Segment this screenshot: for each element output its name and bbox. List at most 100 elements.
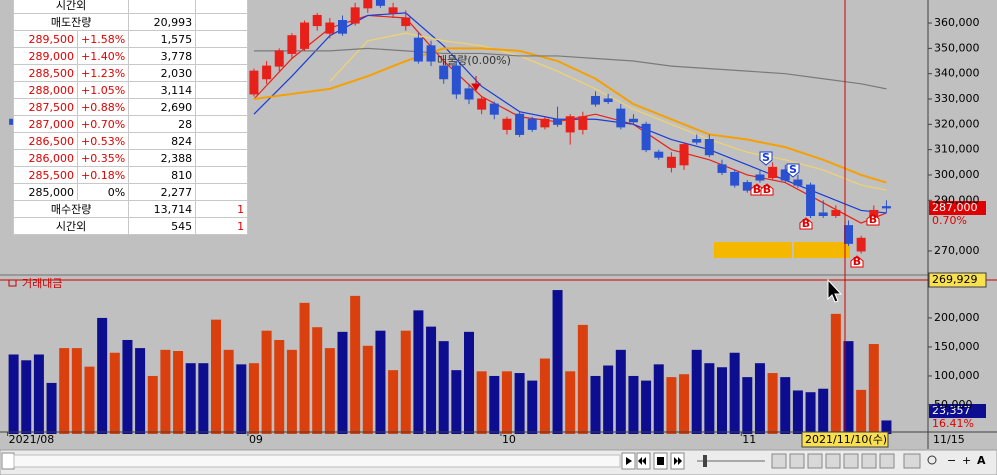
volume-bar <box>628 375 639 434</box>
candle-body <box>704 139 714 156</box>
scroll-left[interactable] <box>1 452 15 470</box>
volume-bar <box>679 374 690 434</box>
volume-bar <box>147 375 158 434</box>
toolbar-button[interactable]: A <box>977 454 986 467</box>
scrollbar[interactable] <box>13 454 621 468</box>
volume-bar <box>641 380 652 434</box>
candle-body <box>413 37 423 62</box>
order-book-cell <box>195 166 249 184</box>
order-book-row: 289,000 +1.40% 3,778 <box>13 47 249 65</box>
x-tick-label: 11 <box>742 433 756 446</box>
y-tick-label: 350,000 <box>934 41 980 54</box>
order-book-cell: 시간외 <box>12 0 130 14</box>
volume-bar <box>438 341 449 434</box>
tool-btn[interactable] <box>807 453 823 469</box>
tool-btn[interactable] <box>903 453 921 469</box>
order-book-row: 시간외 545 1 <box>12 217 249 235</box>
arrow <box>471 76 481 91</box>
volume-bar <box>805 392 816 434</box>
candle-body <box>818 212 828 216</box>
volume-title: 거래대금 <box>22 277 62 290</box>
volume-bar <box>274 339 285 434</box>
moving-average <box>253 47 887 184</box>
moving-average <box>253 12 887 214</box>
candle-body <box>426 45 436 62</box>
order-book-cell <box>195 115 249 133</box>
order-book-cell: 1 <box>195 200 249 218</box>
tool-btn[interactable] <box>861 453 877 469</box>
candle-body <box>844 225 853 244</box>
y-tick-label: 290,000 <box>934 193 980 206</box>
order-book-row: 288,000 +1.05% 3,114 <box>13 81 249 99</box>
candle-body <box>603 98 613 103</box>
candle-body <box>831 209 841 216</box>
icon <box>638 457 646 465</box>
order-book-cell: 288,000 <box>13 81 78 99</box>
order-book-row: 285,500 +0.18% 810 <box>13 166 249 184</box>
toolbar-button[interactable]: − <box>947 454 956 467</box>
order-book-cell <box>128 0 197 14</box>
candle-body <box>616 108 626 128</box>
candle-body <box>338 20 347 34</box>
signal-icon <box>850 255 864 268</box>
tool-btn[interactable] <box>771 453 787 469</box>
volume-bar <box>653 364 664 434</box>
order-book: 시간외 매도잔량 20,993 289,500 +1.58% 1,575 289,000 +1… <box>12 0 249 235</box>
candle-body <box>325 22 335 34</box>
order-book-row: 매도잔량 20,993 <box>12 13 249 31</box>
volume-bar <box>539 358 550 434</box>
order-book-cell: 2,388 <box>128 149 197 167</box>
order-book-cell: 매수잔량 <box>12 200 130 218</box>
candle-body <box>692 139 702 143</box>
tool-btn[interactable] <box>789 453 805 469</box>
volume-bar <box>122 339 133 434</box>
order-book-cell <box>195 13 249 31</box>
candle-body <box>881 206 891 209</box>
order-book-cell: 285,000 <box>13 183 78 201</box>
y-tick-label: 320,000 <box>934 117 980 130</box>
volume-bar <box>185 363 196 434</box>
volume-bar <box>742 377 753 434</box>
mouse-cursor <box>827 278 843 303</box>
candle-body <box>363 0 373 9</box>
candle-body <box>489 103 499 115</box>
zoom-icon[interactable] <box>927 455 937 465</box>
candle-body <box>375 0 385 6</box>
volume-bar <box>704 363 715 434</box>
tool-btn[interactable] <box>843 453 859 469</box>
tool-btn[interactable] <box>879 453 895 469</box>
volume-bar <box>46 382 57 434</box>
candle-body <box>768 166 778 179</box>
volume-bar <box>868 344 879 434</box>
toolbar-button[interactable]: + <box>962 454 971 467</box>
volume-bar <box>501 371 512 434</box>
order-book-cell <box>195 0 249 14</box>
order-book-cell: 287,500 <box>13 98 78 116</box>
volume-bar <box>400 330 411 434</box>
order-book-row: 285,000 0% 2,277 <box>13 183 249 201</box>
volume-bar <box>8 354 19 434</box>
volume-bar <box>299 302 310 434</box>
volume-bar <box>388 370 399 434</box>
crosshair-date: 2021/11/10(수) <box>805 433 887 446</box>
order-book-row: 매수잔량 13,714 1 <box>12 200 249 218</box>
order-book-cell: 2,690 <box>128 98 197 116</box>
volume-bar <box>21 360 32 434</box>
volume-bar <box>717 367 727 434</box>
signal: S <box>762 151 770 164</box>
candle-body <box>388 7 398 14</box>
order-book-cell: 285,500 <box>13 166 78 184</box>
volume-bar <box>223 349 234 434</box>
y-tick-label: 200,000 <box>934 311 980 324</box>
y-tick-label: 300,000 <box>934 168 980 181</box>
slider-thumb[interactable] <box>703 455 707 467</box>
y-tick-label: 100,000 <box>934 369 980 382</box>
panel-icon <box>8 279 17 287</box>
volume-bar <box>514 373 525 434</box>
candle-body <box>350 7 360 24</box>
tool-btn[interactable] <box>825 453 841 469</box>
volume-bar <box>33 354 44 434</box>
volume-bar <box>362 345 373 434</box>
order-book-cell: +0.53% <box>76 132 130 150</box>
